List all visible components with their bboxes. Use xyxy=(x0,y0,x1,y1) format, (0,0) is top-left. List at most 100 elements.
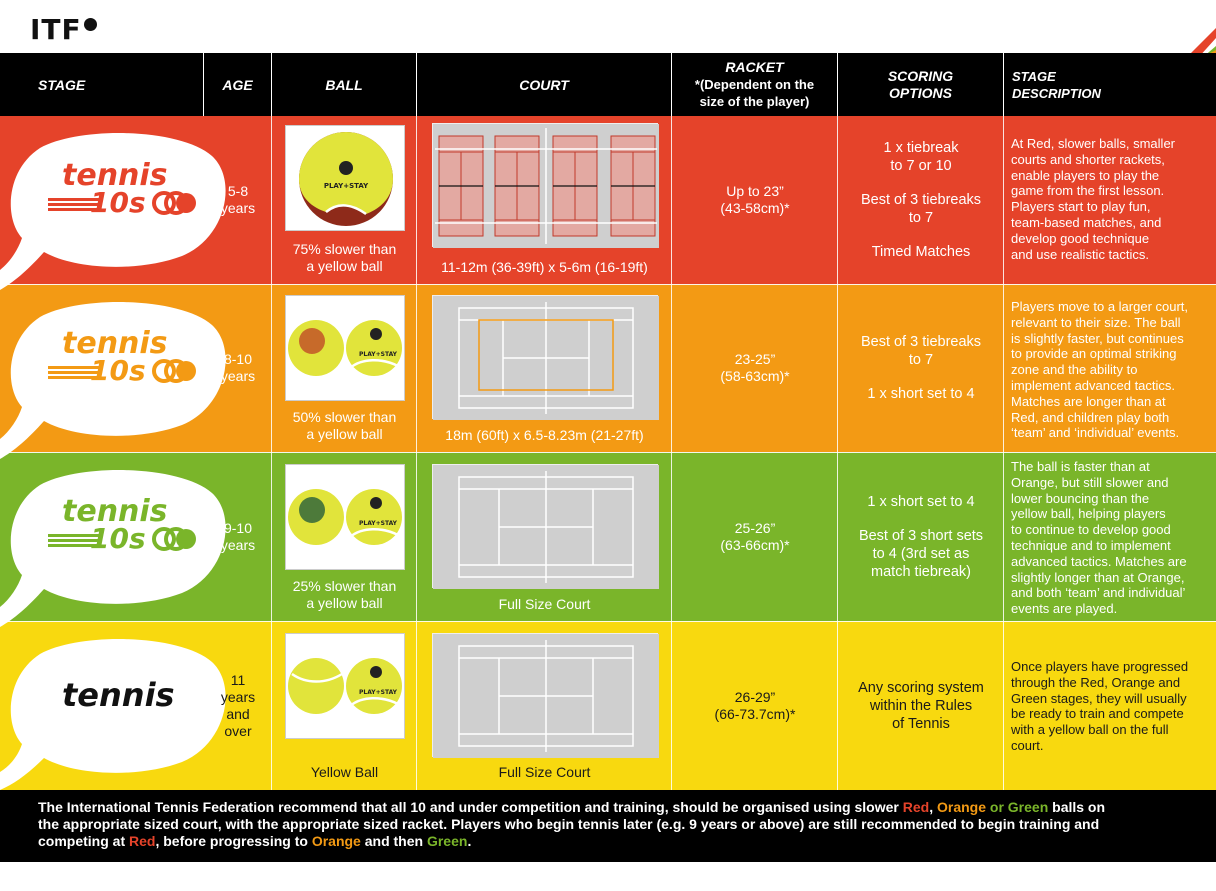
scoring-yellow-line2: within the Rules xyxy=(869,697,973,714)
scoring-orange-line2: to 7 xyxy=(908,352,934,368)
age-green: 9-10 years xyxy=(204,452,272,621)
description-yellow-line: with a yellow ball on the full xyxy=(1011,722,1169,738)
court-caption-yellow: Full Size Court xyxy=(498,764,591,780)
ball-image-green: PLAY+STAY xyxy=(285,464,405,570)
footer-line3: competing at Red, before progressing to … xyxy=(38,833,1178,850)
stage-bubble-yellow xyxy=(0,639,226,790)
ball-caption-yellow: Yellow Ball xyxy=(310,764,379,780)
scoring-red-line4: to 7 xyxy=(908,210,934,226)
ball-label-red: PLAY+STAY xyxy=(324,182,369,190)
stage-bubble-orange xyxy=(0,302,226,459)
footer-or: or xyxy=(986,799,1008,815)
footer-text: and then xyxy=(360,833,427,849)
description-green-line: yellow ball, helping players xyxy=(1011,506,1166,522)
court-diagram-yellow xyxy=(432,633,659,758)
stripes-red xyxy=(48,198,100,212)
ball-caption-orange: 50% slower than a yellow ball xyxy=(272,409,417,443)
racket-yellow-line2: (66-73.7cm)* xyxy=(714,705,796,722)
ball-image-yellow: PLAY+STAY xyxy=(285,633,405,739)
age-yellow-line1: 11 xyxy=(230,671,246,688)
stage-logo-10s-green: 10s xyxy=(90,522,146,555)
description-red-line: Players start to play fun, xyxy=(1011,199,1151,215)
description-yellow-line: be ready to train and compete xyxy=(1011,706,1184,722)
scoring-green-line2: Best of 3 short sets xyxy=(858,527,984,544)
header-ball: BALL xyxy=(272,53,417,116)
ball-caption-red-line2: a yellow ball xyxy=(306,258,383,274)
footer-comma: , xyxy=(929,799,937,815)
header-racket-title: RACKET xyxy=(725,59,784,75)
scoring-red-line2: to 7 or 10 xyxy=(890,158,952,174)
header-description: STAGE DESCRIPTION xyxy=(1004,53,1216,116)
age-yellow-line3: and xyxy=(226,705,250,722)
age-red-line2: years xyxy=(220,200,256,216)
description-green-line: The ball is faster than at xyxy=(1011,459,1150,474)
scoring-orange-line1: Best of 3 tiebreaks xyxy=(860,334,982,350)
header-scoring-line1: SCORING xyxy=(887,67,954,84)
footer-green: Green xyxy=(426,833,468,849)
description-orange-line: is slightly faster, but continues xyxy=(1011,330,1184,346)
footer-red: Red xyxy=(129,833,156,849)
age-yellow-line2: years xyxy=(220,688,256,705)
scoring-yellow-line3: of Tennis xyxy=(892,715,950,732)
racket-yellow-line1: 26-29” xyxy=(734,688,776,705)
footer-text-end: balls on xyxy=(1048,799,1106,815)
scoring-yellow: Any scoring system within the Rules of T… xyxy=(838,621,1004,790)
stage-logo-10s-orange: 10s xyxy=(90,354,146,387)
age-green-line1: 9-10 xyxy=(223,519,252,536)
stage-logo-tennis-green: tennis xyxy=(62,494,168,529)
ball-swoosh-icon-green xyxy=(152,527,196,551)
stage-bubble-green xyxy=(0,470,226,627)
description-orange-line: Players move to a larger court, xyxy=(1011,299,1189,314)
court-diagram-red xyxy=(432,123,659,248)
scoring-orange: Best of 3 tiebreaks to 7 1 x short set t… xyxy=(838,284,1004,452)
header-racket-sub1: *(Dependent on the xyxy=(694,77,815,92)
age-yellow: 11 years and over xyxy=(204,621,272,790)
age-green-line2: years xyxy=(220,536,256,553)
scoring-red: 1 x tiebreak to 7 or 10 Best of 3 tiebre… xyxy=(838,116,1004,284)
age-orange-line2: years xyxy=(220,368,256,384)
court-diagram-green xyxy=(432,464,659,589)
stage-logo-tennis-orange: tennis xyxy=(62,326,168,361)
ball-swoosh-icon-orange xyxy=(152,359,196,383)
description-red-line: game from the first lesson. xyxy=(1011,183,1165,199)
ball-label-green: PLAY+STAY xyxy=(359,520,398,527)
description-yellow: Once players have progressed through the… xyxy=(1011,659,1211,754)
footer-text: . xyxy=(467,833,472,849)
scoring-red-line5: Timed Matches xyxy=(871,244,971,260)
description-red-line: team-based matches, and xyxy=(1011,214,1162,230)
footer-orange: Orange xyxy=(311,833,361,849)
description-orange-line: to provide an optimal striking xyxy=(1011,346,1177,362)
stripes-green xyxy=(48,534,100,548)
ball-caption-red-line1: 75% slower than xyxy=(292,241,397,257)
description-red-line: and use realistic tactics. xyxy=(1011,246,1150,262)
ball-label-orange: PLAY+STAY xyxy=(359,351,398,358)
description-red: At Red, slower balls, smaller courts and… xyxy=(1011,136,1211,262)
court-caption-orange: 18m (60ft) x 6.5-8.23m (21-27ft) xyxy=(445,427,644,443)
ball-image-red: PLAY+STAY xyxy=(285,125,405,231)
itf-logo: ITF xyxy=(30,12,97,48)
racket-green-line1: 25-26” xyxy=(734,519,776,536)
description-orange-line: implement advanced tactics. xyxy=(1011,377,1176,393)
table-header: STAGE AGE BALL COURT RACKET *(Dependent … xyxy=(0,53,1216,116)
scoring-red-line3: Best of 3 tiebreaks xyxy=(860,192,982,208)
header-age: AGE xyxy=(204,53,272,116)
scoring-green: 1 x short set to 4 Best of 3 short sets … xyxy=(838,452,1004,621)
age-red-line1: 5-8 xyxy=(227,183,249,199)
ball-icon xyxy=(83,18,97,31)
header-racket-sub2: size of the player) xyxy=(699,94,810,109)
description-red-line: develop good technique xyxy=(1011,230,1150,246)
stage-bubble-red xyxy=(0,133,226,290)
age-yellow-line4: over xyxy=(224,722,252,739)
racket-orange-line1: 23-25” xyxy=(734,351,776,367)
description-green-line: Orange, but still slower and xyxy=(1011,474,1169,490)
description-orange-line: ‘team’ and ‘individual’ events. xyxy=(1011,425,1180,441)
ball-caption-green: 25% slower than a yellow ball xyxy=(272,578,417,612)
description-orange-line: Matches are longer than at xyxy=(1011,393,1166,409)
description-green-line: advanced tactics. Matches are xyxy=(1011,553,1187,569)
description-green-line: events are played. xyxy=(1011,601,1118,617)
description-orange-line: Red, and children play both xyxy=(1011,409,1170,425)
stage-logo-tennis-red: tennis xyxy=(62,158,168,193)
scoring-yellow-line1: Any scoring system xyxy=(858,679,984,696)
description-red-line: At Red, slower balls, smaller xyxy=(1011,136,1175,151)
